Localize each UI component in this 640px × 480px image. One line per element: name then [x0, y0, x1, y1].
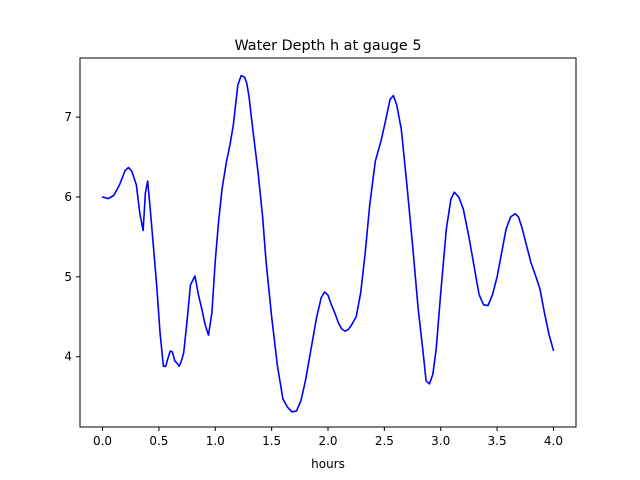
y-tick-label: 6 [64, 190, 72, 204]
y-tick-label: 7 [64, 110, 72, 124]
y-tick-label: 4 [64, 350, 72, 364]
x-tick-label: 0.5 [149, 434, 168, 448]
x-tick-label: 4.0 [544, 434, 563, 448]
chart-title: Water Depth h at gauge 5 [234, 38, 421, 54]
x-axis-label: hours [311, 457, 345, 471]
y-tick-label: 5 [64, 270, 72, 284]
x-tick-label: 2.5 [375, 434, 394, 448]
x-axis: 0.0 0.5 1.0 1.5 2.0 2.5 3.0 3.5 4.0 [93, 427, 563, 448]
x-tick-label: 3.0 [431, 434, 450, 448]
x-tick-label: 1.5 [262, 434, 281, 448]
x-tick-label: 0.0 [93, 434, 112, 448]
plot-background [80, 58, 576, 427]
x-tick-label: 2.0 [318, 434, 337, 448]
x-tick-label: 3.5 [488, 434, 507, 448]
series-line [101, 74, 555, 413]
x-tick-label: 1.0 [206, 434, 225, 448]
plot-area [79, 57, 577, 428]
y-axis: 4 5 6 7 [64, 110, 80, 364]
